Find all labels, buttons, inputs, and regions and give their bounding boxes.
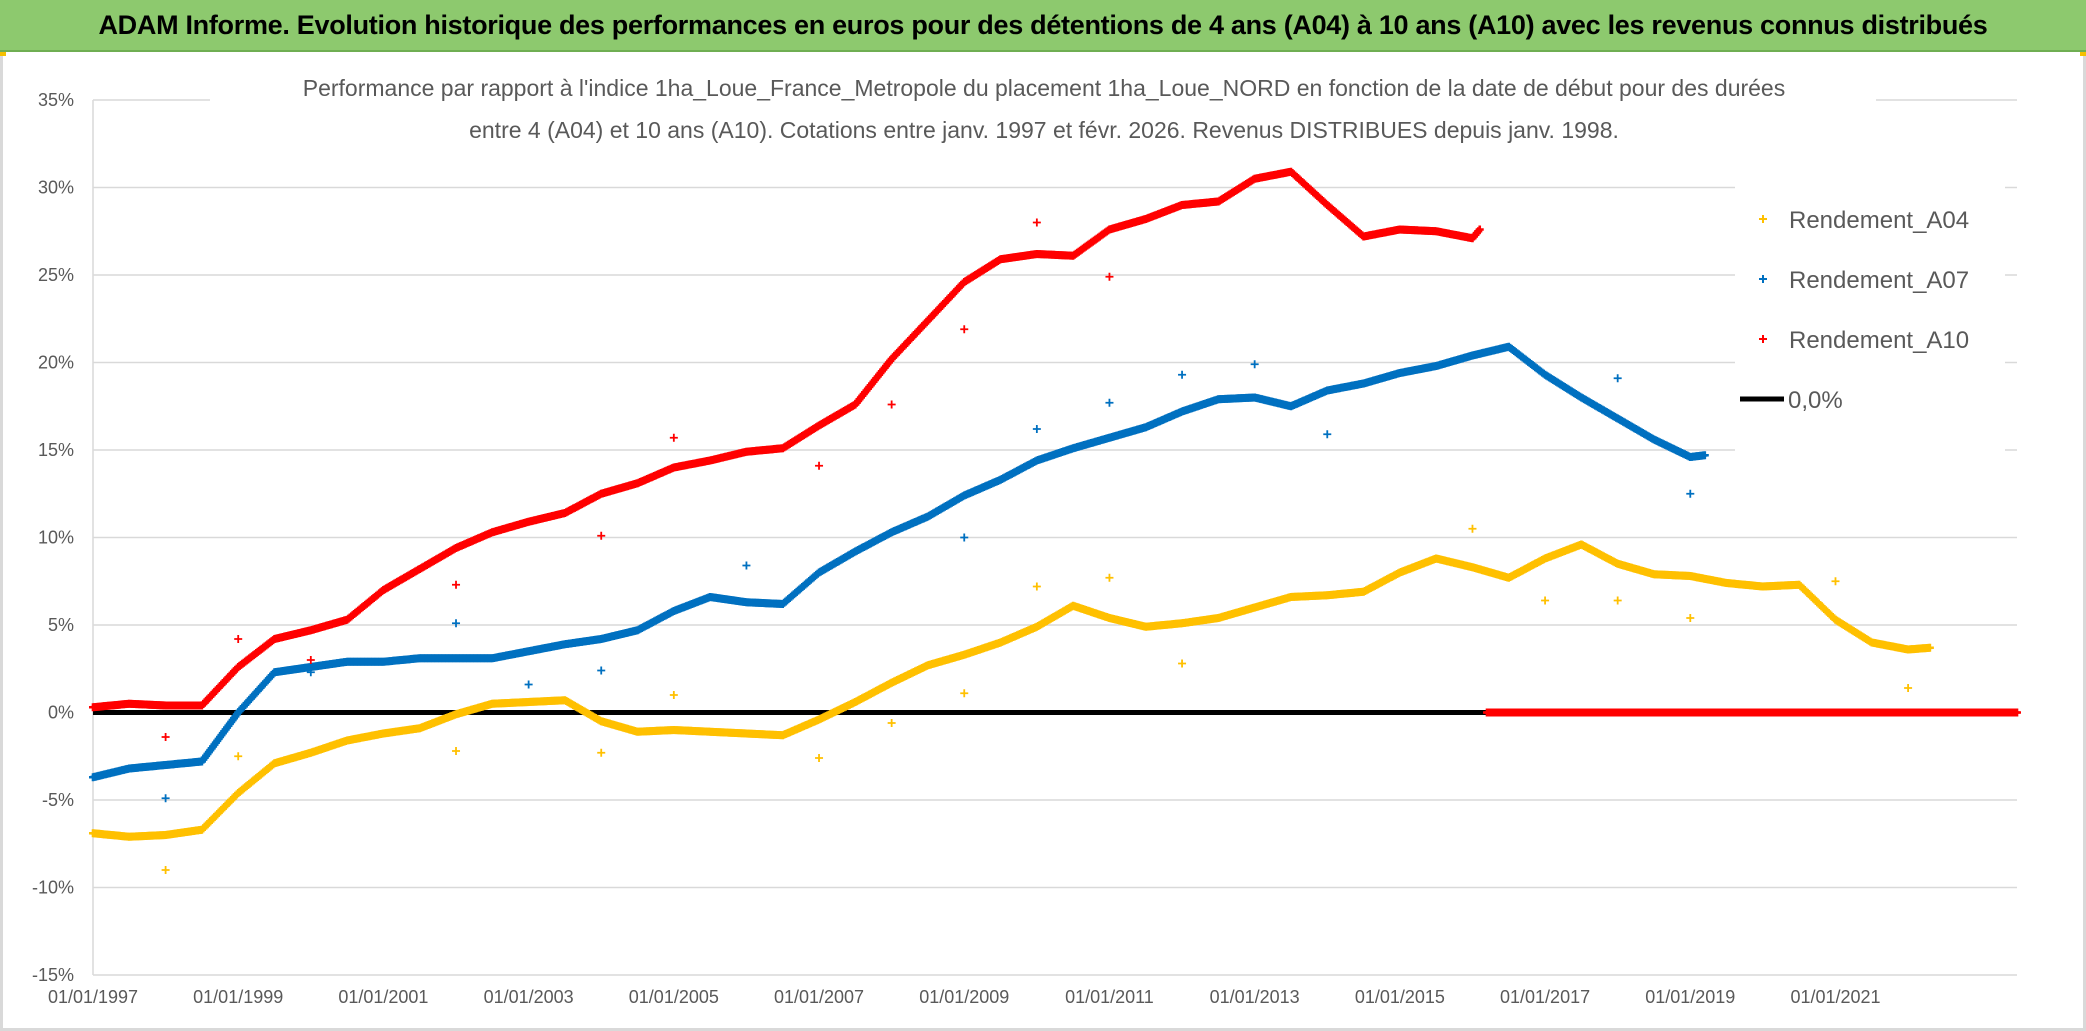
series-Rendement_A04 — [89, 524, 1934, 874]
banner-title: ADAM Informe. Evolution historique des p… — [98, 9, 1988, 40]
legend-label: Rendement_A07 — [1789, 267, 1969, 294]
outlier-point — [452, 580, 461, 589]
x-tick-label: 01/01/2009 — [919, 987, 1009, 1007]
outlier-point — [1831, 577, 1840, 586]
outlier-point — [960, 689, 969, 698]
chart-title-line-1: Performance par rapport à l'indice 1ha_L… — [303, 75, 1785, 101]
y-tick-label: -15% — [32, 965, 74, 985]
report-banner: ADAM Informe. Evolution historique des p… — [0, 0, 2086, 52]
x-tick-label: 01/01/2019 — [1645, 987, 1735, 1007]
y-tick-label: -10% — [32, 878, 74, 898]
outlier-point — [1032, 582, 1041, 591]
legend-background — [1735, 159, 2005, 469]
series-layer — [89, 167, 2021, 874]
outlier-point — [597, 666, 606, 675]
legend-label: 0,0% — [1788, 387, 1843, 414]
outlier-point — [742, 561, 751, 570]
x-tick-label: 01/01/2003 — [484, 987, 574, 1007]
x-tick-label: 01/01/2011 — [1065, 987, 1154, 1007]
legend-label: Rendement_A04 — [1789, 207, 1969, 234]
x-tick-label: 01/01/1999 — [193, 987, 283, 1007]
outlier-point — [960, 533, 969, 542]
outlier-point — [1468, 524, 1477, 533]
outlier-point — [161, 866, 170, 874]
outlier-point — [1250, 360, 1259, 369]
x-tick-label: 01/01/2017 — [1500, 987, 1590, 1007]
y-axis-ticks: 35% 30% 25% 20% 15% 10% 5% 0% -5% -10% -15% — [32, 90, 74, 985]
y-tick-label: 10% — [38, 528, 74, 548]
banner-corner-left — [0, 52, 6, 56]
outlier-point — [960, 325, 969, 334]
banner-corner-right — [2080, 52, 2086, 56]
outlier-point — [1105, 398, 1114, 407]
y-tick-label: 30% — [38, 178, 74, 198]
x-axis-ticks: 01/01/1997 01/01/1999 01/01/2001 01/01/2003… — [48, 987, 1881, 1007]
x-tick-label: 01/01/1997 — [48, 987, 138, 1007]
outlier-point — [887, 719, 896, 727]
x-tick-label: 01/01/2007 — [774, 987, 864, 1007]
y-tick-label: 25% — [38, 265, 74, 285]
outlier-point — [234, 635, 243, 643]
outlier-point — [234, 752, 243, 761]
outlier-point — [1541, 596, 1550, 605]
outlier-point — [887, 400, 896, 409]
outlier-point — [1323, 430, 1332, 439]
x-tick-label: 01/01/2021 — [1790, 987, 1880, 1007]
outlier-point — [815, 754, 824, 762]
outlier-point — [597, 748, 606, 757]
outlier-point — [597, 531, 606, 540]
outlier-point — [1105, 573, 1114, 582]
outlier-point — [1178, 659, 1187, 668]
x-tick-label: 01/01/2015 — [1355, 987, 1445, 1007]
outlier-point — [1178, 370, 1187, 379]
outlier-point — [524, 680, 533, 689]
outlier-point — [161, 733, 170, 741]
y-tick-label: 35% — [38, 90, 74, 110]
outlier-point — [1686, 614, 1695, 622]
chart-title-line-2: entre 4 (A04) et 10 ans (A10). Cotations… — [469, 117, 1619, 143]
outlier-point — [1686, 489, 1695, 498]
outlier-point — [1032, 218, 1041, 227]
chart-legend: Rendement_A04 Rendement_A07 Rendement_A10 0… — [1735, 159, 2005, 469]
y-tick-label: 0% — [48, 703, 74, 723]
legend-label: Rendement_A10 — [1789, 327, 1969, 354]
outlier-point — [1613, 596, 1622, 605]
outlier-point — [1032, 425, 1041, 433]
outlier-point — [1904, 684, 1913, 692]
outlier-point — [161, 794, 170, 803]
x-tick-label: 01/01/2005 — [629, 987, 719, 1007]
x-tick-label: 01/01/2001 — [338, 987, 428, 1007]
y-tick-label: 20% — [38, 353, 74, 373]
outlier-point — [452, 619, 461, 628]
outlier-point — [815, 461, 824, 470]
y-tick-label: 5% — [48, 615, 74, 635]
performance-chart: 35% 30% 25% 20% 15% 10% 5% 0% -5% -10% -15% 01/01/… — [32, 72, 2021, 1007]
outlier-point — [669, 691, 678, 699]
outlier-point — [669, 433, 678, 442]
y-tick-label: -5% — [42, 790, 74, 810]
gridlines — [92, 99, 2017, 976]
outlier-point — [1613, 374, 1622, 383]
x-tick-label: 01/01/2013 — [1210, 987, 1300, 1007]
outlier-point — [1105, 272, 1114, 281]
outlier-point — [452, 747, 461, 755]
data-point — [1925, 643, 1934, 652]
series-Rendement_A07 — [89, 342, 1709, 803]
y-tick-label: 15% — [38, 440, 74, 460]
